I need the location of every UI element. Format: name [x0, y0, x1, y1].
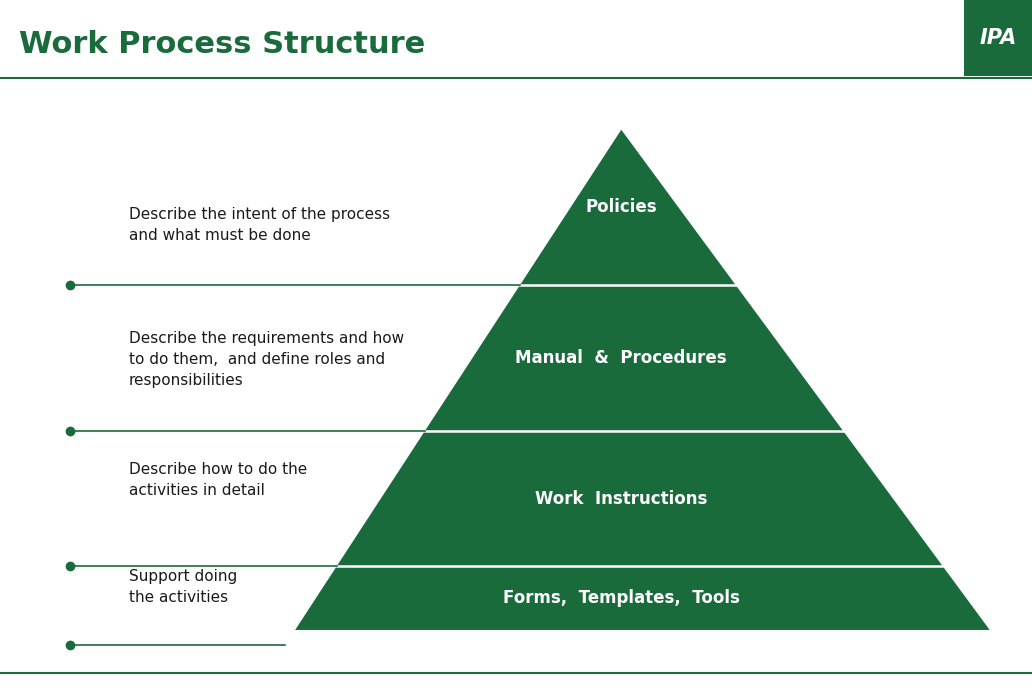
Polygon shape [295, 130, 990, 630]
Text: IPA: IPA [979, 28, 1017, 48]
Text: Forms,  Templates,  Tools: Forms, Templates, Tools [503, 589, 740, 607]
FancyBboxPatch shape [964, 0, 1032, 76]
Text: Support doing
the activities: Support doing the activities [129, 569, 237, 605]
Text: Describe the intent of the process
and what must be done: Describe the intent of the process and w… [129, 207, 390, 243]
Text: Work  Instructions: Work Instructions [535, 489, 708, 508]
Text: Manual  &  Procedures: Manual & Procedures [515, 349, 728, 367]
Text: Describe how to do the
activities in detail: Describe how to do the activities in det… [129, 462, 308, 498]
Text: Work Process Structure: Work Process Structure [19, 30, 425, 59]
Text: Policies: Policies [585, 198, 657, 217]
Text: Describe the requirements and how
to do them,  and define roles and
responsibili: Describe the requirements and how to do … [129, 331, 405, 388]
